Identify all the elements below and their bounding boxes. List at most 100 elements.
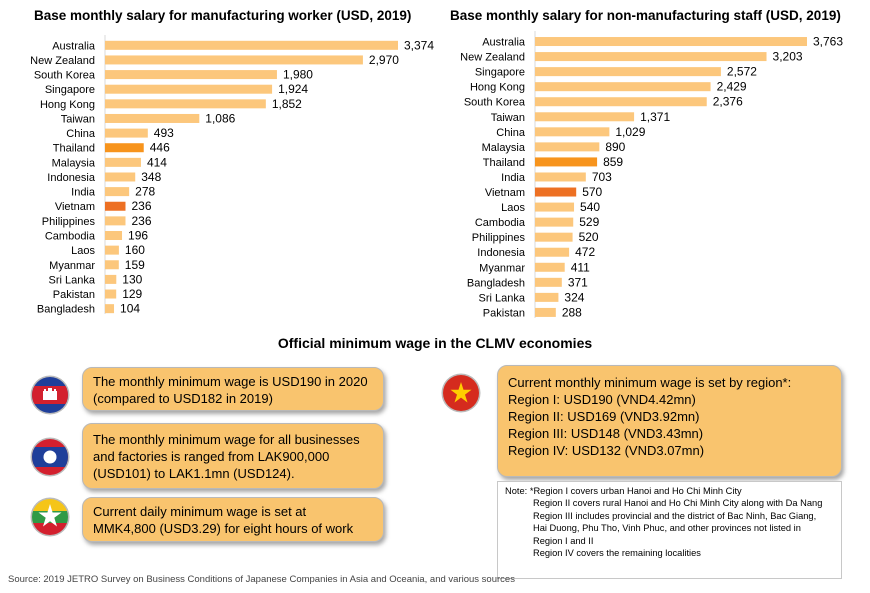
data-label: 2,429 (717, 80, 747, 94)
category-label: Cambodia (475, 217, 526, 229)
manufacturing-salary-chart: Australia 3,374 New Zealand 2,970 South Kore… (30, 35, 434, 316)
data-label: 196 (128, 229, 148, 243)
bar (105, 70, 277, 80)
laos-wage-line: (USD101) to LAK1.1mn (USD124). (93, 466, 295, 481)
data-label: 1,086 (205, 111, 235, 125)
category-label: Taiwan (491, 112, 525, 124)
bar (535, 202, 575, 212)
category-label: China (66, 128, 96, 140)
data-label: 703 (592, 170, 612, 184)
note-line: Region I and II (533, 535, 594, 546)
bar (105, 274, 117, 284)
vietnam-wage-line: Current monthly minimum wage is set by r… (508, 375, 792, 390)
myanmar-wage-line: MMK4,800 (USD3.29) for eight hours of wo… (93, 521, 354, 536)
note-line: Region IV covers the remaining localitie… (533, 548, 701, 559)
bar (535, 37, 807, 47)
cambodia-wage-line: The monthly minimum wage is USD190 in 20… (93, 374, 368, 389)
bar (105, 99, 266, 109)
note-label: Note: (505, 486, 528, 496)
data-label: 859 (603, 155, 623, 169)
category-label: India (71, 187, 96, 199)
bar (535, 97, 707, 107)
data-label: 3,763 (813, 35, 843, 49)
bar (535, 142, 600, 152)
bar (105, 201, 126, 211)
category-label: Thailand (483, 157, 525, 169)
data-label: 288 (562, 305, 582, 319)
category-label: Pakistan (483, 307, 525, 319)
data-label: 1,029 (615, 125, 645, 139)
vietnam-wage-line: Region II: USD169 (VND3.92mn) (508, 409, 700, 424)
vietnam-flag-icon (441, 373, 481, 413)
bar (105, 128, 148, 138)
category-label: Philippines (42, 216, 96, 228)
data-label: 570 (582, 185, 602, 199)
data-label: 411 (571, 260, 590, 274)
bar (535, 187, 577, 197)
category-label: Myanmar (479, 262, 525, 274)
non-manufacturing-salary-chart: Australia 3,763 New Zealand 3,203 Singapore 2… (460, 31, 843, 319)
bar (535, 112, 635, 122)
category-label: Vietnam (55, 201, 95, 213)
chart-title-non-manufacturing: Base monthly salary for non-manufacturin… (450, 8, 841, 23)
data-label: 493 (154, 126, 174, 140)
category-label: Australia (482, 37, 526, 49)
data-label: 2,376 (713, 95, 743, 109)
bar (535, 67, 721, 77)
bar (105, 245, 119, 255)
bar (105, 187, 130, 197)
bar (105, 84, 273, 94)
laos-wage-line: and factories is ranged from LAK900,000 (93, 449, 330, 464)
data-label: 1,852 (272, 97, 302, 111)
category-label: Taiwan (61, 113, 95, 125)
data-label: 236 (131, 214, 151, 228)
bar (105, 143, 144, 153)
note-line: Hai Duong, Phu Tho, Vinh Phuc, and other… (533, 523, 801, 534)
source-text: Source: 2019 JETRO Survey on Business Co… (8, 574, 515, 585)
category-label: Bangladesh (37, 304, 95, 316)
bar (105, 172, 136, 182)
bar (105, 231, 123, 241)
laos-flag-icon (30, 437, 70, 477)
data-label: 159 (125, 258, 145, 272)
bar (105, 304, 115, 314)
bar (535, 307, 556, 317)
note-text: *Region I covers urban Hanoi and Ho Chi … (529, 486, 742, 496)
category-label: Singapore (45, 84, 95, 96)
data-label: 446 (150, 141, 170, 155)
bar (105, 157, 141, 167)
vietnam-wage-line: Region IV: USD132 (VND3.07mn) (508, 443, 705, 458)
vietnam-wage-line: Region III: USD148 (VND3.43mn) (508, 426, 704, 441)
data-label: 324 (564, 290, 584, 304)
bar (535, 262, 565, 272)
bar (535, 292, 559, 302)
data-label: 3,374 (404, 38, 434, 52)
category-label: Laos (501, 202, 525, 214)
category-label: Australia (52, 40, 96, 52)
laos-wage-line: The monthly minimum wage for all busines… (93, 432, 360, 447)
category-label: Indonesia (47, 172, 96, 184)
bar (535, 232, 573, 242)
data-label: 371 (568, 275, 588, 289)
vietnam-region-note: Note: *Region I covers urban Hanoi and H… (497, 481, 842, 579)
data-label: 129 (122, 287, 142, 301)
category-label: Hong Kong (40, 99, 95, 111)
category-label: New Zealand (30, 55, 95, 67)
cambodia-wage-box: The monthly minimum wage is USD190 in 20… (82, 367, 384, 411)
bar (535, 172, 586, 182)
bar (105, 55, 363, 65)
bar (105, 216, 126, 226)
data-label: 2,970 (369, 53, 399, 67)
bar (105, 113, 200, 123)
category-label: Laos (71, 245, 95, 257)
data-label: 348 (141, 170, 161, 184)
category-label: Vietnam (485, 187, 525, 199)
note-line: Region II covers rural Hanoi and Ho Chi … (533, 498, 823, 509)
data-label: 160 (125, 243, 145, 257)
category-label: Myanmar (49, 260, 95, 272)
myanmar-wage-line: Current daily minimum wage is set at (93, 504, 307, 519)
category-label: Thailand (53, 143, 95, 155)
bar (535, 157, 598, 167)
data-label: 520 (579, 230, 599, 244)
note-line: Note: *Region I covers urban Hanoi and H… (505, 485, 834, 497)
